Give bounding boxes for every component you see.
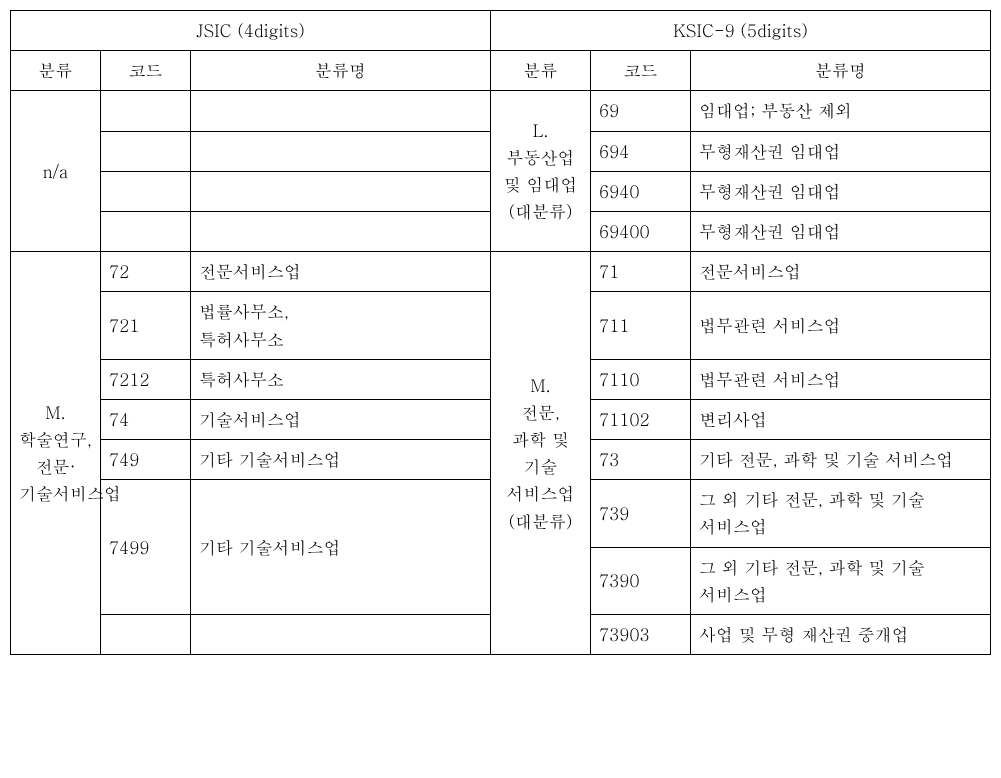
col-left-code: 코드 (101, 51, 191, 91)
group-right-class: L. 부동산업 및 임대업(대분류) (491, 91, 591, 252)
cell-name (191, 211, 491, 251)
cell-name (191, 131, 491, 171)
super-header-row: JSIC (4digits) KSIC-9 (5digits) (11, 11, 991, 51)
cell-code: 7390 (591, 547, 691, 614)
cell-name: 기타 기술서비스업 (191, 440, 491, 480)
cell-name: 전문서비스업 (191, 252, 491, 292)
cell-code (101, 171, 191, 211)
cell-code (101, 91, 191, 131)
col-left-class: 분류 (11, 51, 101, 91)
column-header-row: 분류 코드 분류명 분류 코드 분류명 (11, 51, 991, 91)
cell-name: 법무관련 서비스업 (691, 359, 991, 399)
cell-code: 72 (101, 252, 191, 292)
cell-name (191, 171, 491, 211)
cell-code: 7212 (101, 359, 191, 399)
cell-name (191, 615, 491, 655)
group-left-class: M. 학술연구, 전문·기술서비스업 (11, 252, 101, 655)
cell-code: 694 (591, 131, 691, 171)
cell-name: 무형재산권 임대업 (691, 211, 991, 251)
cell-code: 711 (591, 292, 691, 359)
cell-code: 6940 (591, 171, 691, 211)
cell-code: 7110 (591, 359, 691, 399)
cell-name: 무형재산권 임대업 (691, 131, 991, 171)
cell-name: 임대업; 부동산 제외 (691, 91, 991, 131)
cell-code: 73903 (591, 615, 691, 655)
col-right-name: 분류명 (691, 51, 991, 91)
col-right-code: 코드 (591, 51, 691, 91)
cell-name: 그 외 기타 전문, 과학 및 기술 서비스업 (691, 547, 991, 614)
cell-name: 사업 및 무형 재산권 중개업 (691, 615, 991, 655)
classification-table: JSIC (4digits) KSIC-9 (5digits) 분류 코드 분류… (10, 10, 991, 655)
cell-name: 법률사무소, 특허사무소 (191, 292, 491, 359)
cell-name: 기타 전문, 과학 및 기술 서비스업 (691, 440, 991, 480)
col-right-class: 분류 (491, 51, 591, 91)
cell-name: 기타 기술서비스업 (191, 480, 491, 615)
cell-code (101, 131, 191, 171)
cell-code (101, 211, 191, 251)
cell-name: 변리사업 (691, 399, 991, 439)
table-row: n/a L. 부동산업 및 임대업(대분류) 69 임대업; 부동산 제외 (11, 91, 991, 131)
cell-name: 특허사무소 (191, 359, 491, 399)
cell-code (101, 615, 191, 655)
super-header-right: KSIC-9 (5digits) (491, 11, 991, 51)
cell-name (191, 91, 491, 131)
cell-name: 무형재산권 임대업 (691, 171, 991, 211)
cell-code: 71102 (591, 399, 691, 439)
cell-name: 법무관련 서비스업 (691, 292, 991, 359)
cell-code: 69400 (591, 211, 691, 251)
cell-code: 69 (591, 91, 691, 131)
table-row: M. 학술연구, 전문·기술서비스업 72 전문서비스업 M. 전문, 과학 및… (11, 252, 991, 292)
super-header-left: JSIC (4digits) (11, 11, 491, 51)
group-right-class: M. 전문, 과학 및 기술 서비스업 (대분류) (491, 252, 591, 655)
cell-name: 기술서비스업 (191, 399, 491, 439)
cell-code: 73 (591, 440, 691, 480)
cell-code: 739 (591, 480, 691, 547)
cell-name: 전문서비스업 (691, 252, 991, 292)
group-left-class: n/a (11, 91, 101, 252)
cell-code: 71 (591, 252, 691, 292)
cell-code: 74 (101, 399, 191, 439)
col-left-name: 분류명 (191, 51, 491, 91)
cell-name: 그 외 기타 전문, 과학 및 기술 서비스업 (691, 480, 991, 547)
cell-code: 749 (101, 440, 191, 480)
cell-code: 721 (101, 292, 191, 359)
